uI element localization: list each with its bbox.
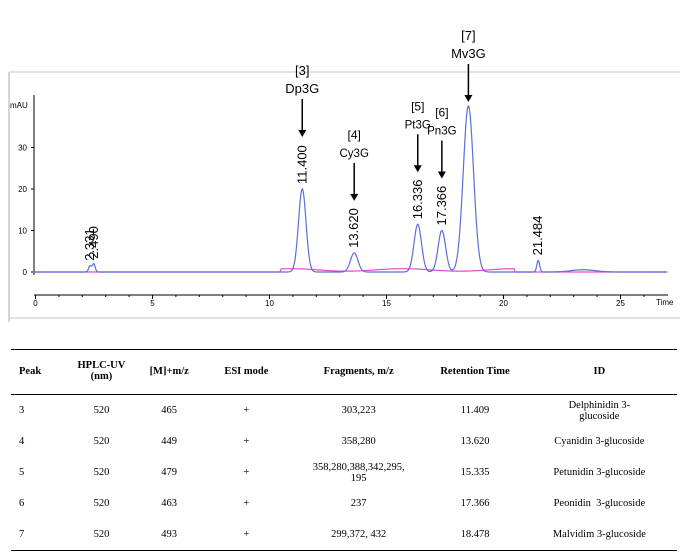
- y-axis-label: mAU: [10, 101, 28, 110]
- retention-time-label: 17.366: [434, 186, 449, 226]
- table-row: 7 520 493 + 299,372, 432 18.478 Malvidim…: [11, 519, 677, 551]
- cell-retention-time: 11.409: [460, 405, 490, 416]
- cell-id: Peonidin 3-glucoside: [553, 498, 646, 509]
- cell-fragments: 237: [350, 498, 367, 509]
- cell-esi-mode: +: [243, 405, 250, 416]
- retention-time-label: 13.620: [346, 208, 361, 248]
- cell-mass: 493: [134, 519, 204, 551]
- cell-hplc-uv: 520: [93, 436, 110, 447]
- cell-retention-time: 18.478: [428, 519, 522, 551]
- x-tick-label: 20: [499, 299, 508, 308]
- cell-mass: 463: [161, 498, 178, 509]
- x-tick-label: 5: [150, 299, 155, 308]
- peak-number: [5]: [411, 99, 424, 113]
- cell-esi-mode: +: [243, 498, 250, 509]
- peak-name: Pn3G: [427, 126, 456, 138]
- cell-hplc-uv: 520: [68, 519, 135, 551]
- cell-id: Cyanidin 3-glucoside: [554, 436, 645, 447]
- x-tick-label: 25: [616, 299, 625, 308]
- x-tick-label: 0: [33, 299, 38, 308]
- table-row: 3 520 465 + 303,223 11.409 Delphinidin 3…: [11, 395, 677, 427]
- cell-peak: 5: [19, 467, 25, 478]
- cell-peak: 3: [19, 405, 25, 416]
- peak-number: [7]: [461, 28, 475, 43]
- cell-esi-mode: +: [203, 519, 289, 551]
- chromatogram-trace: [33, 104, 668, 273]
- y-tick-label: 20: [18, 185, 27, 194]
- cell-id: Petunidin 3-glucoside: [553, 467, 646, 478]
- header-peak: Peak: [11, 349, 69, 395]
- retention-time-label: 2.331: [82, 228, 97, 261]
- peak-arrow-head: [464, 95, 473, 102]
- cell-mass: 465: [161, 405, 178, 416]
- peak-number: [3]: [295, 63, 309, 78]
- header-hplc-uv: HPLC-UV (nm): [68, 349, 135, 395]
- peak-arrow-head: [413, 165, 422, 173]
- y-tick-label: 10: [18, 227, 27, 236]
- cell-fragments: 303,223: [341, 405, 376, 416]
- cell-fragments: 299,372, 432: [288, 519, 429, 551]
- header-id: ID: [521, 349, 677, 395]
- cell-fragments: 358,280,388,342,295, 195: [312, 461, 405, 484]
- y-tick-label: 30: [18, 144, 27, 153]
- peak-arrow-head: [350, 193, 359, 201]
- cell-id: Delphinidin 3-glucoside: [568, 399, 631, 422]
- table-row: 5 520 479 + 358,280,388,342,295, 195 15.…: [11, 457, 677, 488]
- x-ticks: 0 5 10 15 20 25: [33, 295, 645, 308]
- cell-esi-mode: +: [243, 467, 250, 478]
- peak-name: Pt3G: [405, 119, 431, 131]
- retention-time-label: 11.400: [294, 145, 309, 184]
- table-row: 4 520 449 + 358,280 13.620 Cyanidin 3-gl…: [11, 426, 677, 457]
- x-axis-label: Time: [656, 298, 674, 307]
- header-retention-time: Retention Time: [428, 349, 522, 395]
- peak-arrow-head: [437, 171, 446, 179]
- x-tick-label: 10: [265, 299, 274, 308]
- peak-name: Cy3G: [340, 148, 369, 160]
- cell-peak: 7: [11, 519, 69, 551]
- cell-peak: 6: [19, 498, 25, 509]
- cell-hplc-uv: 520: [93, 405, 110, 416]
- cell-retention-time: 13.620: [460, 436, 490, 447]
- y-tick-label: 0: [23, 268, 28, 277]
- cell-retention-time: 15.335: [460, 467, 490, 478]
- cell-fragments: 358,280: [341, 436, 376, 447]
- table-row: 6 520 463 + 237 17.366 Peonidin 3-glucos…: [11, 488, 677, 519]
- peak-number: [6]: [435, 106, 448, 120]
- peak-name: Mv3G: [451, 46, 486, 61]
- header-esi-mode: ESI mode: [203, 349, 289, 395]
- retention-time-label: 21.484: [530, 216, 545, 256]
- cell-peak: 4: [19, 436, 25, 447]
- peak-number: [4]: [348, 128, 361, 142]
- cell-retention-time: 17.366: [460, 498, 490, 509]
- retention-time-label: 16.336: [410, 180, 425, 220]
- peak-table: Peak HPLC-UV (nm) [M]+m/z ESI mode Fragm…: [11, 349, 677, 551]
- peak-arrow-head: [298, 130, 307, 137]
- header-fragments: Fragments, m/z: [288, 349, 429, 395]
- cell-esi-mode: +: [243, 436, 250, 447]
- cell-hplc-uv: 520: [93, 467, 110, 478]
- table-header-row: Peak HPLC-UV (nm) [M]+m/z ESI mode Fragm…: [11, 349, 677, 395]
- y-ticks: 0 10 20 30: [18, 144, 34, 277]
- retention-time-label: 2.490: [86, 226, 101, 259]
- cell-id: Malvidim 3-glucoside: [521, 519, 677, 551]
- header-mass: [M]+m/z: [134, 349, 204, 395]
- cell-mass: 449: [161, 436, 178, 447]
- cell-hplc-uv: 520: [93, 498, 110, 509]
- cell-mass: 479: [161, 467, 178, 478]
- peak-name: Dp3G: [285, 81, 319, 96]
- x-tick-label: 15: [382, 299, 391, 308]
